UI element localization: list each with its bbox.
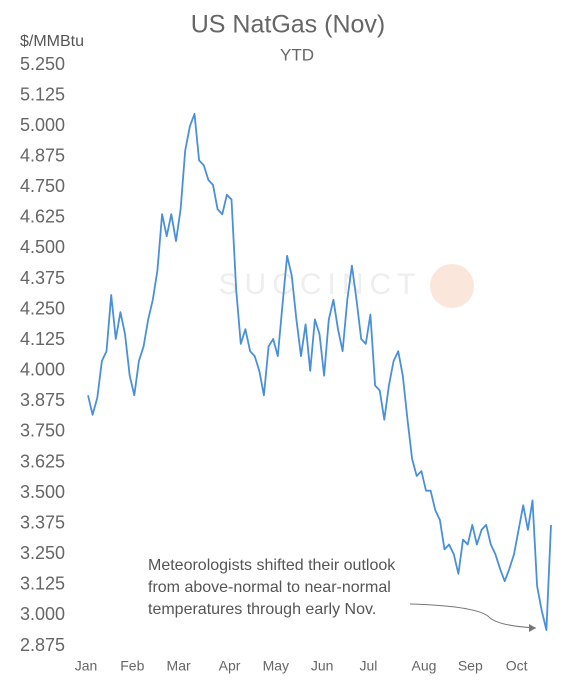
annotation: Meteorologists shifted their outlook bbox=[148, 557, 396, 574]
y-tick-label: 3.625 bbox=[20, 451, 65, 471]
y-tick-label: 3.000 bbox=[20, 604, 65, 624]
y-tick-label: 3.125 bbox=[20, 574, 65, 594]
y-tick-label: 4.000 bbox=[20, 360, 65, 380]
x-tick-label: Sep bbox=[458, 658, 483, 674]
x-tick-label: Jun bbox=[311, 658, 334, 674]
x-tick-label: May bbox=[263, 658, 289, 674]
y-tick-label: 2.875 bbox=[20, 635, 65, 655]
x-tick-label: Feb bbox=[120, 658, 144, 674]
y-tick-label: 3.375 bbox=[20, 512, 65, 532]
watermark-logo bbox=[430, 264, 474, 308]
data-line bbox=[87, 113, 552, 631]
y-tick-label: 3.750 bbox=[20, 421, 65, 441]
y-tick-label: 5.125 bbox=[20, 84, 65, 104]
chart-title: US NatGas (Nov) bbox=[191, 11, 385, 39]
annotation: from above-normal to near-normal bbox=[148, 579, 391, 596]
arrow-head bbox=[529, 624, 536, 632]
x-tick-label: Jul bbox=[359, 658, 377, 674]
x-tick-label: Aug bbox=[412, 658, 437, 674]
y-tick-label: 4.125 bbox=[20, 329, 65, 349]
watermark: SUCCINCT bbox=[219, 268, 422, 301]
y-tick-label: 4.375 bbox=[20, 268, 65, 288]
y-tick-label: 4.250 bbox=[20, 298, 65, 318]
y-tick-label: 4.750 bbox=[20, 176, 65, 196]
y-tick-label: 3.500 bbox=[20, 482, 65, 502]
y-tick-label: 4.625 bbox=[20, 207, 65, 227]
y-tick-label: 3.875 bbox=[20, 390, 65, 410]
y-tick-label: 5.000 bbox=[20, 115, 65, 135]
annotation: temperatures through early Nov. bbox=[148, 601, 376, 618]
x-tick-label: Jan bbox=[75, 658, 98, 674]
y-tick-label: 3.250 bbox=[20, 543, 65, 563]
x-tick-label: Oct bbox=[506, 658, 528, 674]
y-axis-label: $/MMBtu bbox=[20, 33, 84, 50]
x-tick-label: Apr bbox=[219, 658, 241, 674]
x-tick-label: Mar bbox=[167, 658, 191, 674]
y-tick-label: 5.250 bbox=[20, 54, 65, 74]
chart-subtitle: YTD bbox=[280, 45, 314, 64]
y-tick-label: 4.875 bbox=[20, 145, 65, 165]
annotation-arrow bbox=[409, 603, 537, 629]
y-tick-label: 4.500 bbox=[20, 237, 65, 257]
